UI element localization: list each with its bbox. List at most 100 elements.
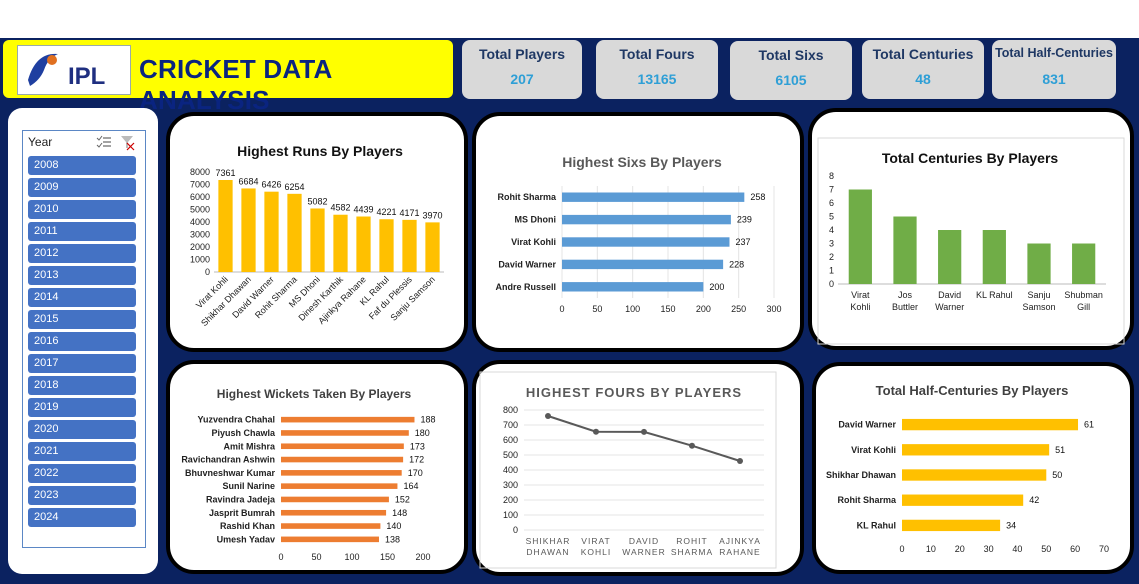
y-tick-label: 8: [829, 171, 834, 181]
data-label: 6254: [284, 182, 304, 192]
kpi-value: 48: [915, 71, 931, 87]
year-button-2022[interactable]: 2022: [28, 464, 136, 483]
y-tick-label: 700: [503, 420, 518, 430]
ipl-logo: IPL: [17, 45, 131, 95]
year-button-2012[interactable]: 2012: [28, 244, 136, 263]
year-button-2020[interactable]: 2020: [28, 420, 136, 439]
x-tick-label: SHARMA: [671, 547, 713, 557]
kpi-value: 207: [510, 71, 534, 87]
kpi-value: 831: [1042, 71, 1066, 87]
multi-select-icon[interactable]: [96, 135, 111, 148]
chart-title: Total Centuries By Players: [882, 150, 1059, 166]
x-tick-label: David: [938, 290, 961, 300]
y-tick-label: Ravichandran Ashwin: [181, 455, 275, 465]
kpi-card-total-fours: Total Fours 13165: [596, 40, 718, 99]
data-label: 188: [420, 415, 435, 425]
year-button-2024[interactable]: 2024: [28, 508, 136, 527]
clear-filter-icon[interactable]: [121, 136, 135, 151]
year-button-2014[interactable]: 2014: [28, 288, 136, 307]
kpi-label: Total Centuries: [872, 46, 974, 62]
y-tick-label: 0: [205, 267, 210, 277]
data-label: 258: [750, 192, 765, 202]
centuries-chart: Total Centuries By Players 0 1 2 3 4 5 6 7 8 Virat…: [817, 137, 1125, 345]
x-tick-label: 0: [278, 552, 283, 562]
year-button-2017[interactable]: 2017: [28, 354, 136, 373]
y-tick-label: Bhuvneshwar Kumar: [185, 468, 276, 478]
x-tick-label: DAVID: [629, 536, 659, 546]
bar: [938, 230, 962, 284]
y-tick-label: 2000: [190, 242, 210, 252]
ipl-logo-text: IPL: [68, 63, 105, 90]
data-label: 3970: [422, 210, 442, 220]
year-button-2021[interactable]: 2021: [28, 442, 136, 461]
bar: [356, 216, 371, 272]
data-point: [545, 413, 551, 419]
bar: [902, 494, 1024, 506]
x-tick-label: 70: [1099, 544, 1109, 554]
y-tick-label: 5: [829, 212, 834, 222]
y-tick-label: 7: [829, 185, 834, 195]
chart-title: Highest Wickets Taken By Players: [217, 387, 412, 401]
kpi-card-total-half-centuries: Total Half-Centuries 831: [992, 40, 1116, 99]
x-tick-label: Kohli: [850, 302, 870, 312]
chart-title: HIGHEST FOURS BY PLAYERS: [526, 385, 742, 400]
x-tick-label: 200: [415, 552, 430, 562]
y-tick-label: MS Dhoni: [515, 215, 557, 225]
x-tick-label: 20: [955, 544, 965, 554]
year-button-2019[interactable]: 2019: [28, 398, 136, 417]
kpi-label: Total Players: [478, 46, 566, 62]
year-button-2023[interactable]: 2023: [28, 486, 136, 505]
fours-chart: HIGHEST FOURS BY PLAYERS 0 100 200 300 400 500…: [479, 371, 777, 569]
x-tick-label: Virat: [851, 290, 870, 300]
year-button-2016[interactable]: 2016: [28, 332, 136, 351]
y-tick-label: Amit Mishra: [223, 441, 276, 451]
bar: [281, 430, 409, 436]
y-tick-label: David Warner: [498, 259, 556, 269]
data-label: 4582: [330, 203, 350, 213]
y-tick-label: David Warner: [838, 420, 896, 430]
year-button-2018[interactable]: 2018: [28, 376, 136, 395]
bar: [848, 189, 872, 284]
bar: [425, 222, 440, 272]
bar: [562, 282, 704, 292]
y-tick-label: Shikhar Dhawan: [826, 470, 896, 480]
year-button-2009[interactable]: 2009: [28, 178, 136, 197]
x-tick-label: 100: [625, 304, 640, 314]
data-label: 4221: [376, 207, 396, 217]
y-tick-label: Andre Russell: [495, 282, 556, 292]
data-label: 138: [385, 534, 400, 544]
bar: [281, 470, 402, 476]
bar: [893, 216, 917, 284]
chart-panel-sixes: Highest Sixs By Players 0 50 100 150 200 250 30…: [472, 112, 804, 352]
x-tick-label: Warner: [935, 302, 964, 312]
x-tick-label: Shubman: [1064, 290, 1103, 300]
year-button-2013[interactable]: 2013: [28, 266, 136, 285]
y-tick-label: Jasprit Bumrah: [209, 508, 275, 518]
page-title: CRICKET DATA ANALYSIS: [139, 54, 332, 115]
x-tick-label: RAHANE: [719, 547, 760, 557]
year-button-2015[interactable]: 2015: [28, 310, 136, 329]
year-button-2008[interactable]: 2008: [28, 156, 136, 175]
year-button-2011[interactable]: 2011: [28, 222, 136, 241]
kpi-label: Total Half-Centuries: [995, 46, 1113, 60]
data-point: [641, 428, 647, 435]
bar: [281, 443, 404, 450]
y-tick-label: 600: [503, 435, 518, 445]
x-tick-label: 250: [731, 304, 746, 314]
data-label: 237: [735, 237, 750, 247]
y-tick-label: 7000: [190, 180, 210, 190]
x-tick-label: Sanju: [1027, 290, 1050, 300]
data-label: 7361: [215, 168, 235, 178]
year-button-2010[interactable]: 2010: [28, 200, 136, 219]
y-tick-label: 400: [503, 465, 518, 475]
kpi-card-total-sixes: Total Sixs 6105: [730, 41, 852, 100]
sixes-chart: Highest Sixs By Players 0 50 100 150 200 250 30…: [495, 154, 781, 314]
data-label: 6426: [261, 180, 281, 190]
x-tick-label: DHAWAN: [526, 547, 569, 557]
data-label: 228: [729, 259, 744, 269]
data-label: 50: [1052, 470, 1062, 480]
year-slicer[interactable]: Year 2008 2009 2010 2011 2012 2013 2014 2015 201…: [22, 130, 146, 548]
x-tick-label: Samson: [1022, 302, 1055, 312]
x-tick-label: 50: [592, 304, 602, 314]
bar: [562, 259, 724, 270]
